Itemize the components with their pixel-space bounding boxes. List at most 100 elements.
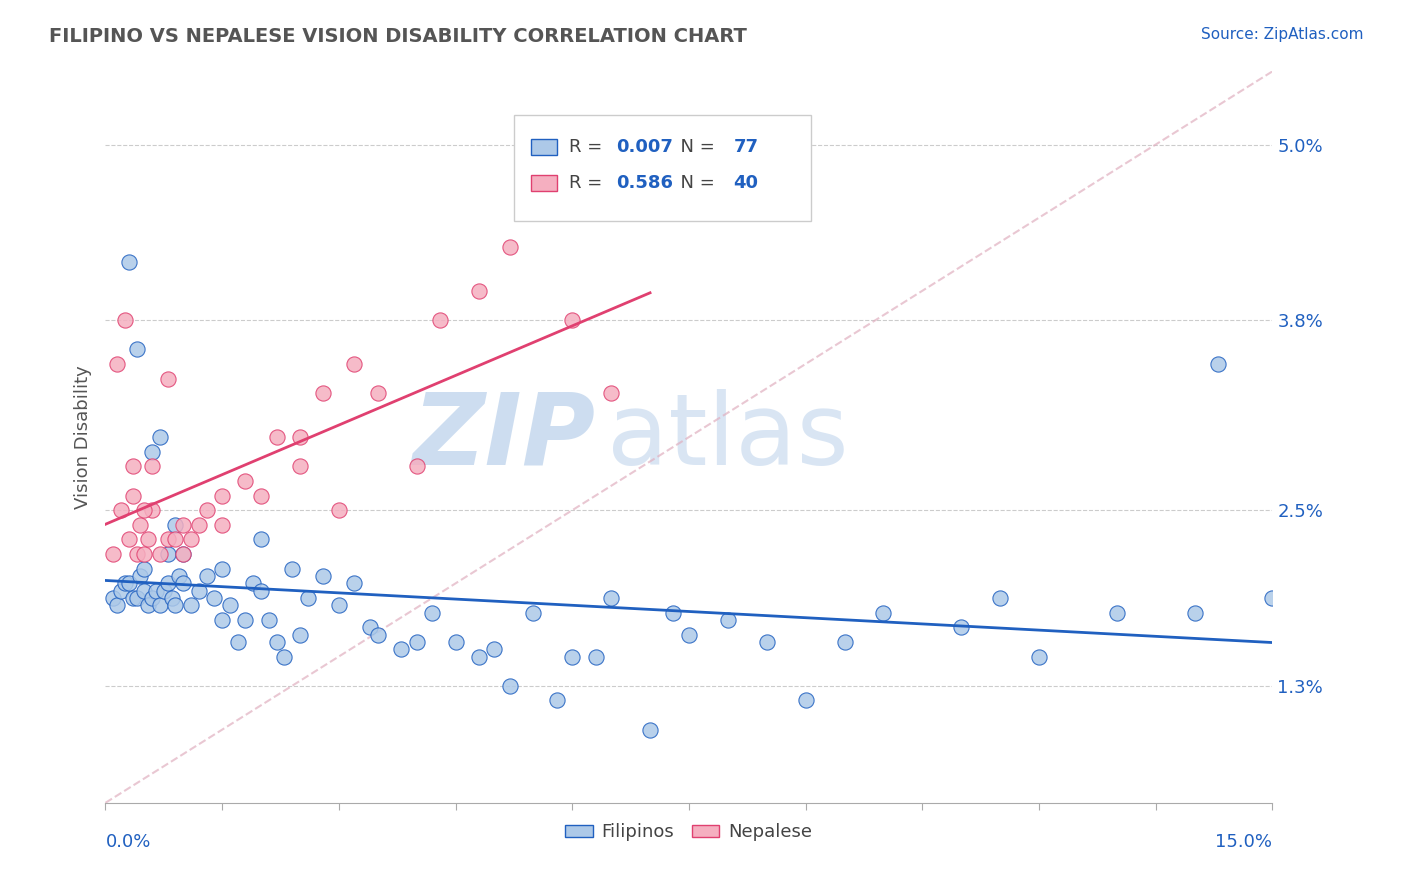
Point (717, 613, 740, 627)
FancyBboxPatch shape (531, 175, 557, 191)
Point (172, 576, 194, 591)
Point (141, 503, 163, 517)
Text: N =: N = (669, 174, 721, 193)
Point (328, 503, 350, 517)
Point (468, 284, 491, 298)
Point (585, 649, 607, 664)
Point (638, 723, 661, 737)
Point (103, 547, 125, 561)
Point (145, 583, 167, 598)
Point (950, 620, 973, 634)
Point (129, 517, 152, 532)
Point (468, 649, 491, 664)
Point (266, 635, 288, 649)
Point (141, 459, 163, 474)
Point (834, 635, 856, 649)
Point (600, 591, 623, 605)
Point (405, 635, 427, 649)
Point (288, 430, 311, 444)
Point (136, 599, 159, 613)
Point (149, 547, 172, 561)
Point (1028, 649, 1050, 664)
FancyBboxPatch shape (531, 138, 557, 154)
Point (156, 576, 179, 591)
Point (125, 591, 148, 605)
Point (125, 343, 148, 357)
Point (226, 635, 249, 649)
Point (118, 576, 141, 591)
Point (328, 599, 350, 613)
Point (165, 533, 187, 547)
Point (149, 599, 172, 613)
Text: 0.007: 0.007 (617, 137, 673, 156)
Point (121, 489, 143, 503)
Text: 15.0%: 15.0% (1215, 833, 1272, 851)
Point (172, 547, 194, 561)
Point (312, 569, 335, 583)
Point (235, 474, 257, 488)
Point (219, 599, 242, 613)
Point (1105, 606, 1128, 620)
Point (266, 430, 288, 444)
FancyBboxPatch shape (515, 115, 811, 221)
Point (755, 635, 778, 649)
Point (546, 693, 568, 707)
Text: 40: 40 (734, 174, 758, 193)
Point (172, 517, 194, 532)
Point (160, 591, 183, 605)
Point (195, 503, 218, 517)
Point (141, 444, 163, 458)
Point (281, 562, 304, 576)
Point (242, 576, 264, 591)
Point (153, 583, 174, 598)
Point (118, 533, 141, 547)
Point (367, 386, 389, 401)
Point (444, 635, 467, 649)
Point (211, 562, 233, 576)
Text: 0.586: 0.586 (617, 174, 673, 193)
Point (389, 642, 412, 657)
Point (114, 313, 136, 327)
Point (141, 591, 163, 605)
Point (211, 517, 233, 532)
Point (288, 627, 311, 641)
Point (257, 613, 280, 627)
Point (156, 371, 179, 385)
Point (211, 613, 233, 627)
Point (429, 313, 451, 327)
Legend: Filipinos, Nepalese: Filipinos, Nepalese (558, 816, 820, 848)
Y-axis label: Vision Disability: Vision Disability (73, 365, 91, 509)
Point (187, 583, 209, 598)
Point (250, 533, 273, 547)
Point (165, 599, 187, 613)
Point (405, 459, 427, 474)
Point (794, 693, 817, 707)
Point (678, 627, 700, 641)
Point (872, 606, 894, 620)
Text: Source: ZipAtlas.com: Source: ZipAtlas.com (1201, 27, 1364, 42)
Point (105, 357, 128, 371)
Point (187, 517, 209, 532)
Point (288, 459, 311, 474)
Point (250, 489, 273, 503)
Point (561, 313, 583, 327)
Point (129, 569, 152, 583)
Point (156, 547, 179, 561)
Point (195, 569, 218, 583)
Point (118, 254, 141, 268)
Point (1206, 357, 1229, 371)
Point (114, 576, 136, 591)
Point (134, 503, 156, 517)
Point (273, 649, 295, 664)
Point (988, 591, 1011, 605)
Point (180, 599, 202, 613)
Point (105, 599, 128, 613)
Point (343, 357, 366, 371)
Point (312, 386, 335, 401)
Text: atlas: atlas (607, 389, 849, 485)
Point (172, 547, 194, 561)
Point (499, 240, 522, 254)
Point (121, 591, 143, 605)
Point (250, 583, 273, 598)
Text: 0.0%: 0.0% (105, 833, 150, 851)
